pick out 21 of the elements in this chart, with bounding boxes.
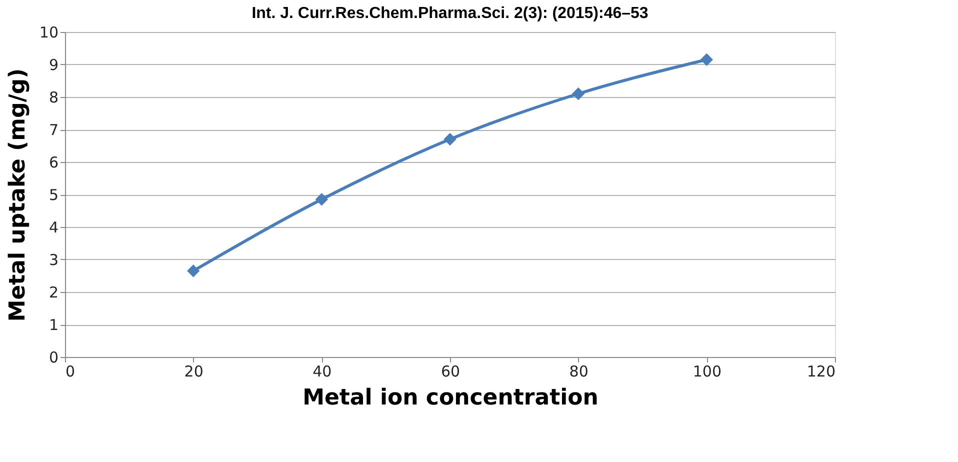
y-tick-label: 2: [48, 284, 58, 302]
x-tick-label: 60: [440, 362, 460, 380]
x-axis-title: Metal ion concentration: [302, 386, 598, 410]
y-tick-label: 0: [48, 348, 58, 366]
y-axis-title: Metal uptake (mg/g): [5, 68, 30, 322]
y-tick-label: 3: [48, 251, 58, 269]
y-tick-label: 5: [48, 186, 58, 204]
y-tick-label: 7: [48, 121, 58, 139]
x-tick-label: 20: [184, 362, 204, 380]
x-tick-label: 0: [66, 362, 76, 380]
x-tick-label: 100: [692, 362, 722, 380]
text: Int. J. Curr.Res.Chem.Pharma.Sci. 2(3): (2015):46–53: [252, 5, 648, 22]
x-tick-label: 80: [569, 362, 588, 380]
x-tick-label: 120: [806, 362, 836, 380]
y-tick-label: 8: [48, 88, 58, 106]
y-tick-label: 1: [48, 316, 58, 334]
y-tick-label: 9: [48, 56, 58, 74]
y-tick-label: 6: [48, 154, 58, 172]
y-tick-label: 10: [39, 24, 58, 42]
x-tick-label: 40: [312, 362, 332, 380]
y-tick-label: 4: [48, 218, 58, 236]
